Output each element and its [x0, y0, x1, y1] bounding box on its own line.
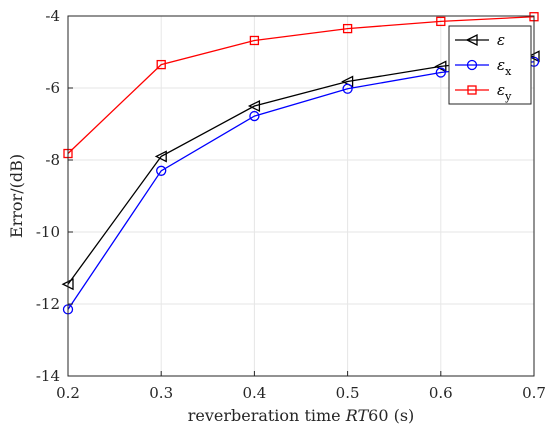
series-line	[67, 16, 535, 154]
legend-item: ε	[455, 31, 505, 49]
data-point	[156, 59, 166, 70]
x-axis-label-suffix: 60 (s)	[368, 406, 414, 425]
x-axis-label: reverberation time RT60 (s)	[188, 406, 415, 425]
legend-label: ε	[497, 31, 505, 49]
data-point	[342, 23, 353, 34]
data-point	[342, 83, 353, 94]
legend: ε εx εy	[448, 25, 532, 105]
legend-swatch-marker	[466, 59, 478, 71]
y-tick-label: -6	[45, 79, 60, 97]
data-point	[434, 60, 447, 73]
y-tick-label: -14	[36, 367, 60, 385]
data-point	[154, 150, 167, 163]
y-tick-label: -12	[36, 295, 60, 313]
legend-item: εx	[455, 56, 512, 78]
x-tick-label: 0.4	[242, 384, 266, 402]
x-axis-label-italic: RT	[345, 406, 370, 425]
data-point	[435, 67, 446, 78]
y-axis: -4 -6 -8 -10 -12 -14	[36, 7, 73, 385]
x-axis-label-prefix: reverberation time	[188, 406, 346, 425]
data-point	[156, 165, 167, 176]
x-tick-label: 0.2	[56, 384, 80, 402]
x-tick-label: 0.3	[149, 384, 173, 402]
x-tick-label: 0.6	[429, 384, 453, 402]
y-tick-label: -10	[36, 223, 60, 241]
legend-label: εx	[497, 56, 512, 78]
x-tick-label: 0.7	[522, 384, 546, 402]
data-point	[249, 110, 260, 122]
y-tick-label: -8	[45, 151, 60, 169]
data-point	[436, 16, 446, 27]
legend-swatch-marker	[467, 85, 477, 95]
legend-swatch-marker	[465, 33, 478, 47]
data-point	[249, 35, 260, 46]
data-point	[247, 99, 261, 113]
x-tick-label: 0.5	[336, 384, 360, 402]
plot-frame	[67, 15, 535, 377]
legend-label: εy	[497, 81, 512, 103]
x-axis: 0.2 0.3 0.4 0.5 0.6 0.7	[56, 371, 546, 402]
y-tick-label: -4	[45, 7, 60, 25]
legend-item: εy	[455, 81, 512, 103]
y-axis-label: Error/(dB)	[7, 154, 26, 238]
